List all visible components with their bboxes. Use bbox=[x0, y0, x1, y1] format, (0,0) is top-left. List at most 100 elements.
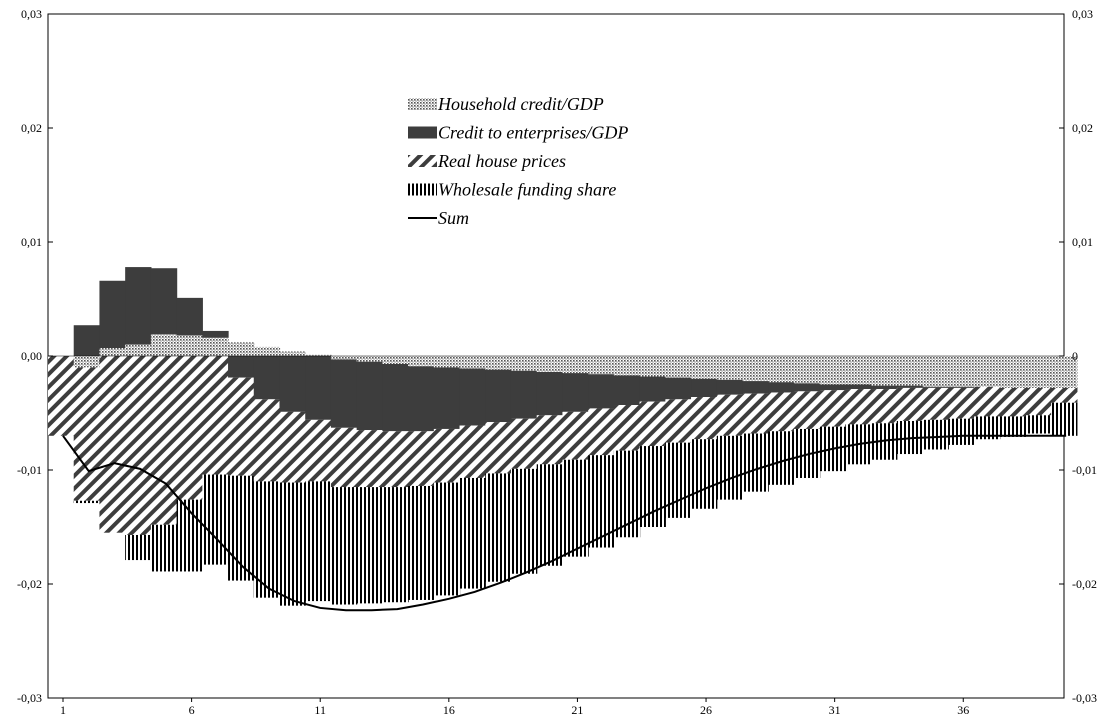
bar-real-house-prices bbox=[845, 389, 872, 425]
bar-real-house-prices bbox=[536, 415, 564, 465]
legend-swatch-credit-to-enterprises-gdp bbox=[408, 126, 437, 139]
bar-real-house-prices bbox=[896, 387, 924, 421]
bar-real-house-prices bbox=[922, 387, 949, 420]
bar-wholesale-funding-share bbox=[485, 473, 512, 582]
bar-credit-to-enterprises-gdp bbox=[99, 280, 126, 349]
bar-credit-to-enterprises-gdp bbox=[356, 361, 383, 431]
bar-credit-to-enterprises-gdp bbox=[613, 375, 641, 406]
bar-real-house-prices bbox=[485, 422, 512, 474]
y-tick-label-right: -0,03 bbox=[1072, 691, 1097, 705]
bar-credit-to-enterprises-gdp bbox=[922, 386, 949, 388]
bar-household-credit-gdp bbox=[176, 335, 203, 356]
bar-household-credit-gdp bbox=[253, 346, 281, 356]
legend-swatch-household-credit-gdp bbox=[408, 98, 437, 110]
bar-household-credit-gdp bbox=[485, 356, 512, 370]
bar-real-house-prices bbox=[613, 405, 641, 451]
bar-real-house-prices bbox=[330, 427, 358, 488]
x-tick-label: 11 bbox=[314, 703, 326, 717]
y-tick-label-left: -0,01 bbox=[17, 463, 42, 477]
bar-credit-to-enterprises-gdp bbox=[253, 356, 281, 400]
bar-wholesale-funding-share bbox=[228, 475, 255, 581]
bar-household-credit-gdp bbox=[896, 356, 924, 386]
bar-household-credit-gdp bbox=[562, 356, 589, 374]
bar-credit-to-enterprises-gdp bbox=[691, 378, 718, 398]
bar-real-house-prices bbox=[305, 419, 332, 482]
bar-wholesale-funding-share bbox=[459, 477, 486, 589]
bar-real-house-prices bbox=[228, 377, 255, 476]
bar-wholesale-funding-share bbox=[639, 446, 666, 527]
bar-real-house-prices bbox=[99, 356, 126, 533]
y-tick-label-left: 0,00 bbox=[21, 349, 42, 363]
bar-wholesale-funding-share bbox=[433, 482, 461, 596]
bar-credit-to-enterprises-gdp bbox=[716, 379, 744, 395]
bar-household-credit-gdp bbox=[228, 342, 255, 356]
bar-real-house-prices bbox=[253, 399, 281, 482]
legend-label-credit-to-enterprises-gdp: Credit to enterprises/GDP bbox=[438, 123, 628, 143]
bar-household-credit-gdp bbox=[973, 356, 1001, 387]
bar-credit-to-enterprises-gdp bbox=[459, 368, 486, 426]
y-tick-label-right: -0,02 bbox=[1072, 577, 1097, 591]
x-tick-label: 31 bbox=[829, 703, 841, 717]
sum-line-layer bbox=[62, 434, 1067, 612]
bar-credit-to-enterprises-gdp bbox=[845, 384, 872, 390]
bar-household-credit-gdp bbox=[922, 356, 949, 387]
bar-credit-to-enterprises-gdp bbox=[665, 377, 692, 400]
bar-household-credit-gdp bbox=[433, 356, 461, 368]
bar-credit-to-enterprises-gdp bbox=[228, 356, 255, 378]
x-tick-label: 21 bbox=[571, 703, 583, 717]
bar-credit-to-enterprises-gdp bbox=[536, 371, 564, 416]
bar-wholesale-funding-share bbox=[279, 482, 306, 606]
bar-wholesale-funding-share bbox=[691, 439, 718, 509]
bar-real-house-prices bbox=[73, 367, 101, 501]
bar-real-house-prices bbox=[588, 408, 615, 456]
bar-wholesale-funding-share bbox=[742, 433, 769, 492]
y-tick-label-right: -0,01 bbox=[1072, 463, 1097, 477]
bar-wholesale-funding-share bbox=[408, 485, 435, 600]
bar-household-credit-gdp bbox=[382, 356, 409, 364]
bar-household-credit-gdp bbox=[408, 356, 435, 367]
bar-household-credit-gdp bbox=[613, 356, 641, 376]
y-tick-label-right: 0 bbox=[1072, 349, 1078, 363]
bar-credit-to-enterprises-gdp bbox=[125, 267, 152, 345]
bar-household-credit-gdp bbox=[150, 334, 178, 356]
axes-layer: 0,03 0,03 0,02 0,02 0,01 0,01 0,00 0 -0,01 -0,01 -… bbox=[17, 7, 1097, 717]
bar-real-house-prices bbox=[125, 356, 152, 535]
bar-household-credit-gdp bbox=[99, 348, 126, 356]
bar-household-credit-gdp bbox=[948, 356, 975, 387]
legend-swatch-wholesale-funding-share bbox=[408, 183, 437, 196]
bar-real-house-prices bbox=[819, 390, 846, 427]
bar-credit-to-enterprises-gdp bbox=[948, 386, 975, 388]
bar-wholesale-funding-share bbox=[73, 500, 101, 504]
bar-credit-to-enterprises-gdp bbox=[150, 268, 178, 335]
legend: Household credit/GDP Credit to enterprise… bbox=[408, 94, 628, 228]
x-tick-label: 16 bbox=[443, 703, 455, 717]
bar-credit-to-enterprises-gdp bbox=[562, 373, 589, 412]
x-tick-label: 26 bbox=[700, 703, 712, 717]
bar-real-house-prices bbox=[742, 393, 769, 434]
bar-real-house-prices bbox=[948, 387, 975, 419]
x-tick-label: 6 bbox=[189, 703, 195, 717]
bar-credit-to-enterprises-gdp bbox=[793, 383, 821, 392]
bar-real-house-prices bbox=[1051, 387, 1078, 403]
y-tick-label-right: 0,03 bbox=[1072, 7, 1093, 21]
bar-real-house-prices bbox=[382, 431, 409, 488]
bar-household-credit-gdp bbox=[202, 337, 229, 356]
bar-real-house-prices bbox=[202, 356, 229, 475]
bar-credit-to-enterprises-gdp bbox=[819, 384, 846, 391]
bar-wholesale-funding-share bbox=[253, 481, 281, 598]
bar-household-credit-gdp bbox=[73, 356, 101, 368]
bar-wholesale-funding-share bbox=[382, 487, 409, 603]
bar-real-house-prices bbox=[459, 425, 486, 478]
bar-wholesale-funding-share bbox=[510, 468, 538, 574]
bar-household-credit-gdp bbox=[125, 344, 152, 356]
bars-layer bbox=[48, 267, 1078, 606]
bar-credit-to-enterprises-gdp bbox=[485, 369, 512, 423]
bar-wholesale-funding-share bbox=[125, 534, 152, 561]
y-tick-label-left: -0,02 bbox=[17, 577, 42, 591]
bar-household-credit-gdp bbox=[691, 356, 718, 379]
bar-credit-to-enterprises-gdp bbox=[639, 376, 666, 402]
bar-wholesale-funding-share bbox=[1051, 402, 1078, 436]
bar-wholesale-funding-share bbox=[973, 416, 1001, 440]
bar-household-credit-gdp bbox=[665, 356, 692, 378]
bar-wholesale-funding-share bbox=[793, 428, 821, 478]
